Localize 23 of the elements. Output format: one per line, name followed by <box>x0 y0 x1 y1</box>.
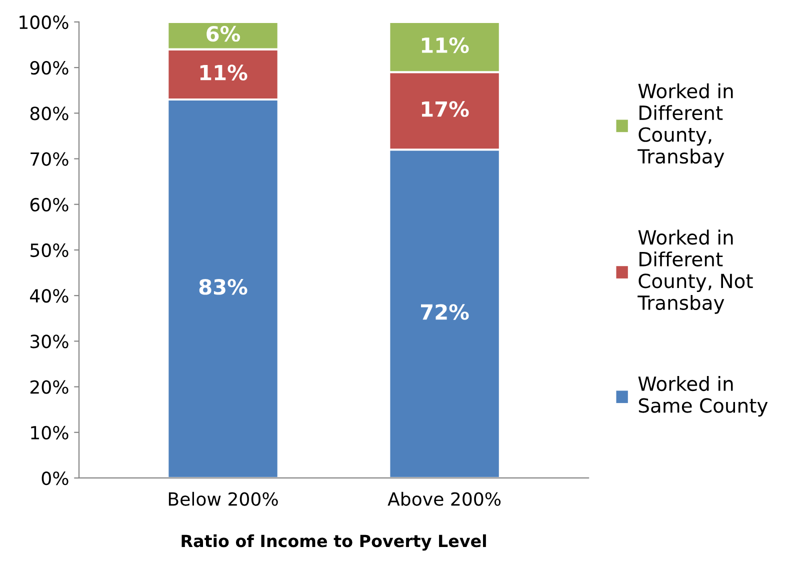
data-label: 17% <box>422 101 469 117</box>
y-tick-label: 90% <box>30 61 68 75</box>
data-label: 6% <box>206 26 240 42</box>
legend-label: Worked in Same County <box>638 376 768 417</box>
y-tick-label: 10% <box>31 426 68 440</box>
y-tick-label: 70% <box>30 152 68 166</box>
y-tick-label: 40% <box>30 289 68 303</box>
y-tick-label: 50% <box>30 243 68 258</box>
y-tick-label: 20% <box>30 380 68 394</box>
data-label: 11% <box>200 64 248 80</box>
y-tick-label: 60% <box>30 198 68 212</box>
data-label: 11% <box>422 37 469 54</box>
x-tick-label: Below 200% <box>168 492 278 506</box>
y-tick-label: 100% <box>20 15 68 30</box>
x-tick-label: Above 200% <box>388 492 501 506</box>
y-tick-label: 80% <box>30 106 68 120</box>
data-label: 83% <box>199 279 248 295</box>
legend-label: Worked in Different County, Transbay <box>638 83 733 168</box>
y-tick-label: 0% <box>42 471 68 486</box>
data-label: 72% <box>421 304 469 320</box>
legend-label: Worked in Different County, Not Transbay <box>638 230 753 314</box>
y-tick-label: 30% <box>30 334 68 348</box>
x-axis-title: Ratio of Income to Poverty Level <box>182 534 486 551</box>
